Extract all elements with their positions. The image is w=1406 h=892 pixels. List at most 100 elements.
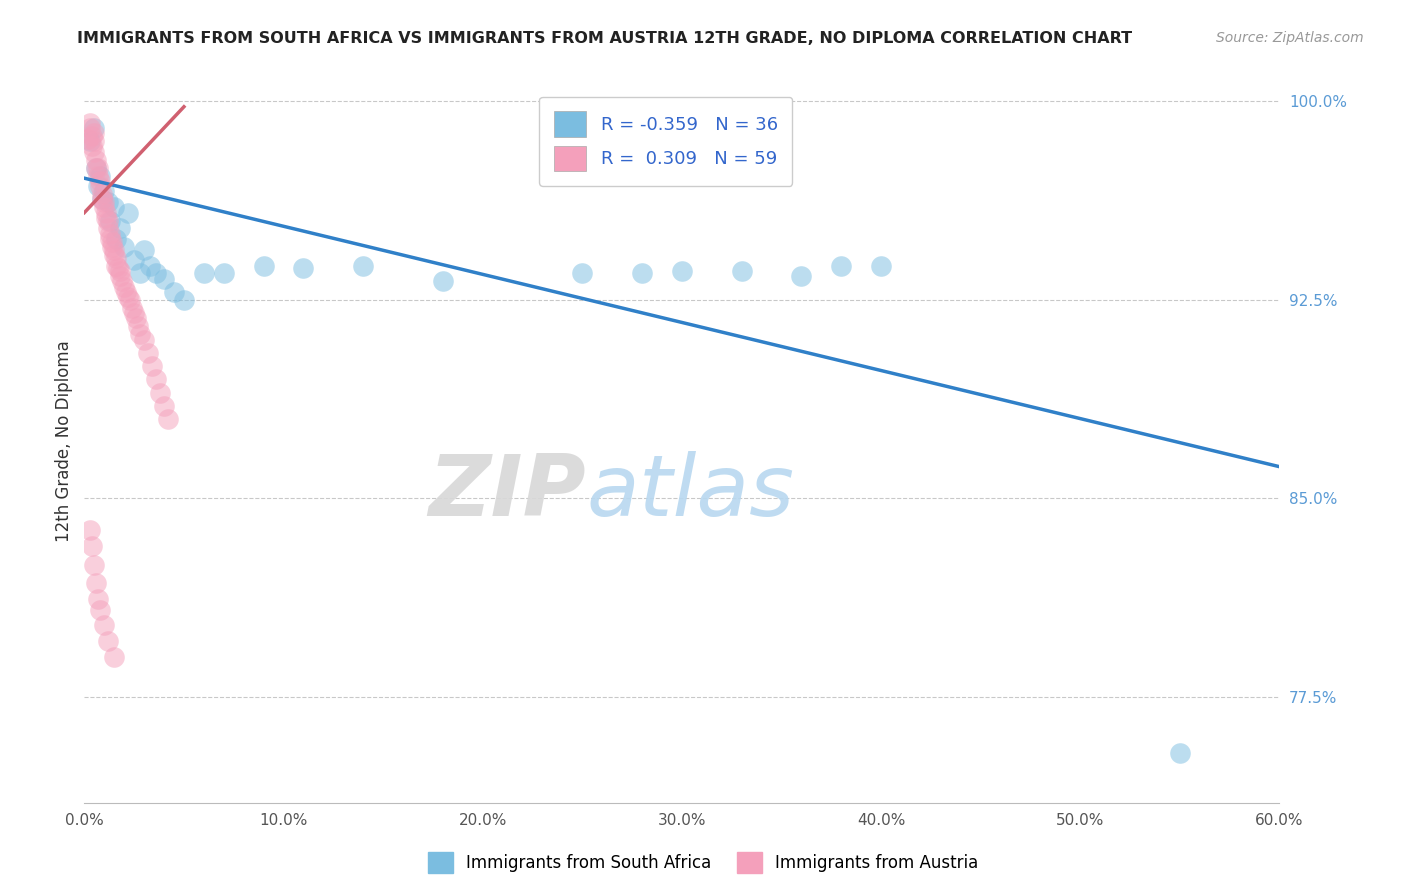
Point	[79, 120, 101, 135]
Point	[117, 290, 139, 304]
Point	[132, 243, 156, 257]
Text: Source: ZipAtlas.com: Source: ZipAtlas.com	[1216, 31, 1364, 45]
Point	[96, 211, 118, 225]
Point	[101, 235, 124, 249]
Point	[111, 274, 134, 288]
Point	[96, 205, 118, 219]
Point	[93, 194, 115, 209]
Point	[89, 602, 111, 616]
Point	[163, 285, 186, 299]
Point	[105, 259, 128, 273]
Point	[193, 267, 215, 281]
Point	[83, 145, 105, 159]
Point	[89, 169, 111, 183]
Point	[120, 293, 142, 307]
Point	[145, 267, 167, 281]
Point	[87, 169, 110, 183]
Point	[86, 153, 108, 167]
Point	[132, 333, 156, 347]
Legend: R = -0.359   N = 36, R =  0.309   N = 59: R = -0.359 N = 36, R = 0.309 N = 59	[540, 96, 793, 186]
Point	[103, 243, 125, 257]
Point	[790, 269, 813, 284]
Point	[432, 274, 454, 288]
Point	[103, 248, 125, 262]
Point	[129, 267, 152, 281]
Point	[145, 372, 167, 386]
Point	[86, 161, 108, 175]
Point	[97, 634, 120, 648]
Point	[129, 327, 152, 342]
Point	[97, 194, 120, 209]
Point	[79, 523, 101, 537]
Point	[110, 269, 132, 284]
Point	[1168, 746, 1191, 760]
Point	[93, 618, 115, 632]
Point	[121, 301, 143, 315]
Point	[77, 131, 100, 145]
Point	[110, 221, 132, 235]
Point	[86, 576, 108, 591]
Text: ZIP: ZIP	[429, 450, 586, 533]
Point	[112, 279, 135, 293]
Point	[157, 412, 180, 426]
Point	[149, 385, 172, 400]
Point	[105, 232, 128, 246]
Point	[83, 126, 105, 140]
Point	[101, 240, 124, 254]
Point	[91, 187, 114, 202]
Point	[79, 134, 101, 148]
Point	[153, 272, 176, 286]
Point	[115, 285, 138, 299]
Point	[139, 259, 162, 273]
Point	[107, 261, 129, 276]
Point	[110, 264, 132, 278]
Point	[98, 232, 121, 246]
Point	[83, 134, 105, 148]
Point	[93, 185, 115, 199]
Point	[731, 264, 754, 278]
Point	[103, 200, 125, 214]
Point	[97, 213, 120, 227]
Point	[125, 311, 148, 326]
Point	[870, 259, 893, 273]
Point	[89, 179, 111, 194]
Point	[103, 650, 125, 665]
Point	[153, 399, 176, 413]
Point	[82, 128, 104, 143]
Point	[830, 259, 852, 273]
Point	[82, 139, 104, 153]
Y-axis label: 12th Grade, No Diploma: 12th Grade, No Diploma	[55, 341, 73, 542]
Point	[87, 161, 110, 175]
Legend: Immigrants from South Africa, Immigrants from Austria: Immigrants from South Africa, Immigrants…	[422, 846, 984, 880]
Point	[112, 240, 135, 254]
Point	[122, 306, 145, 320]
Point	[671, 264, 693, 278]
Point	[173, 293, 195, 307]
Point	[86, 161, 108, 175]
Point	[87, 179, 110, 194]
Point	[79, 115, 101, 129]
Point	[631, 267, 654, 281]
Point	[136, 346, 159, 360]
Point	[212, 267, 235, 281]
Point	[89, 174, 111, 188]
Point	[117, 205, 139, 219]
Point	[82, 539, 104, 553]
Point	[141, 359, 163, 373]
Point	[91, 193, 114, 207]
Point	[83, 558, 105, 572]
Point	[105, 251, 128, 265]
Point	[98, 227, 121, 241]
Point	[83, 120, 105, 135]
Point	[98, 213, 121, 227]
Point	[292, 261, 315, 276]
Point	[87, 592, 110, 607]
Point	[122, 253, 145, 268]
Point	[97, 221, 120, 235]
Text: IMMIGRANTS FROM SOUTH AFRICA VS IMMIGRANTS FROM AUSTRIA 12TH GRADE, NO DIPLOMA C: IMMIGRANTS FROM SOUTH AFRICA VS IMMIGRAN…	[77, 31, 1132, 46]
Point	[352, 259, 374, 273]
Point	[93, 200, 115, 214]
Point	[91, 193, 114, 207]
Text: atlas: atlas	[586, 450, 794, 533]
Point	[253, 259, 276, 273]
